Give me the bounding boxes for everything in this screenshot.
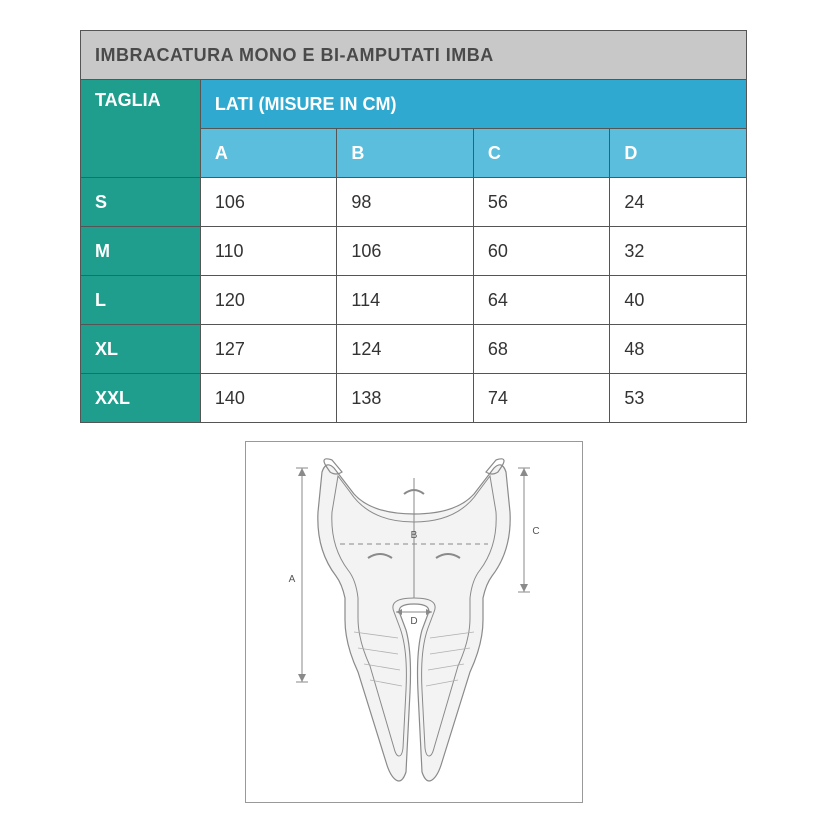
table-row: L 120 114 64 40 bbox=[81, 276, 747, 325]
val-cell: 60 bbox=[473, 227, 610, 276]
val-cell: 68 bbox=[473, 325, 610, 374]
size-header: TAGLIA bbox=[81, 80, 201, 178]
dim-a-label: A bbox=[288, 574, 295, 585]
dim-b-label: B bbox=[410, 530, 417, 541]
size-cell: XXL bbox=[81, 374, 201, 423]
size-cell: L bbox=[81, 276, 201, 325]
val-cell: 110 bbox=[200, 227, 337, 276]
val-cell: 120 bbox=[200, 276, 337, 325]
val-cell: 106 bbox=[337, 227, 474, 276]
col-b: B bbox=[337, 129, 474, 178]
size-cell: XL bbox=[81, 325, 201, 374]
dim-a-arrow-bot bbox=[298, 674, 306, 682]
table-row: XXL 140 138 74 53 bbox=[81, 374, 747, 423]
val-cell: 127 bbox=[200, 325, 337, 374]
sizing-table: IMBRACATURA MONO E BI-AMPUTATI IMBA TAGL… bbox=[80, 30, 747, 423]
table-row: S 106 98 56 24 bbox=[81, 178, 747, 227]
size-cell: M bbox=[81, 227, 201, 276]
val-cell: 124 bbox=[337, 325, 474, 374]
dim-c-label: C bbox=[532, 526, 539, 537]
sling-diagram: B A C D bbox=[245, 441, 583, 803]
val-cell: 138 bbox=[337, 374, 474, 423]
val-cell: 40 bbox=[610, 276, 747, 325]
col-c: C bbox=[473, 129, 610, 178]
val-cell: 64 bbox=[473, 276, 610, 325]
val-cell: 56 bbox=[473, 178, 610, 227]
val-cell: 114 bbox=[337, 276, 474, 325]
sling-svg: B A C D bbox=[246, 442, 582, 802]
col-a: A bbox=[200, 129, 337, 178]
val-cell: 32 bbox=[610, 227, 747, 276]
dim-c-arrow-bot bbox=[520, 584, 528, 592]
dim-c-arrow-top bbox=[520, 468, 528, 476]
dim-d-label: D bbox=[410, 616, 417, 627]
val-cell: 106 bbox=[200, 178, 337, 227]
table-row: M 110 106 60 32 bbox=[81, 227, 747, 276]
table-title: IMBRACATURA MONO E BI-AMPUTATI IMBA bbox=[81, 31, 747, 80]
val-cell: 24 bbox=[610, 178, 747, 227]
col-d: D bbox=[610, 129, 747, 178]
val-cell: 48 bbox=[610, 325, 747, 374]
val-cell: 74 bbox=[473, 374, 610, 423]
dim-a-arrow-top bbox=[298, 468, 306, 476]
val-cell: 140 bbox=[200, 374, 337, 423]
val-cell: 98 bbox=[337, 178, 474, 227]
size-cell: S bbox=[81, 178, 201, 227]
measure-header: LATI (MISURE IN CM) bbox=[200, 80, 746, 129]
table-row: XL 127 124 68 48 bbox=[81, 325, 747, 374]
val-cell: 53 bbox=[610, 374, 747, 423]
